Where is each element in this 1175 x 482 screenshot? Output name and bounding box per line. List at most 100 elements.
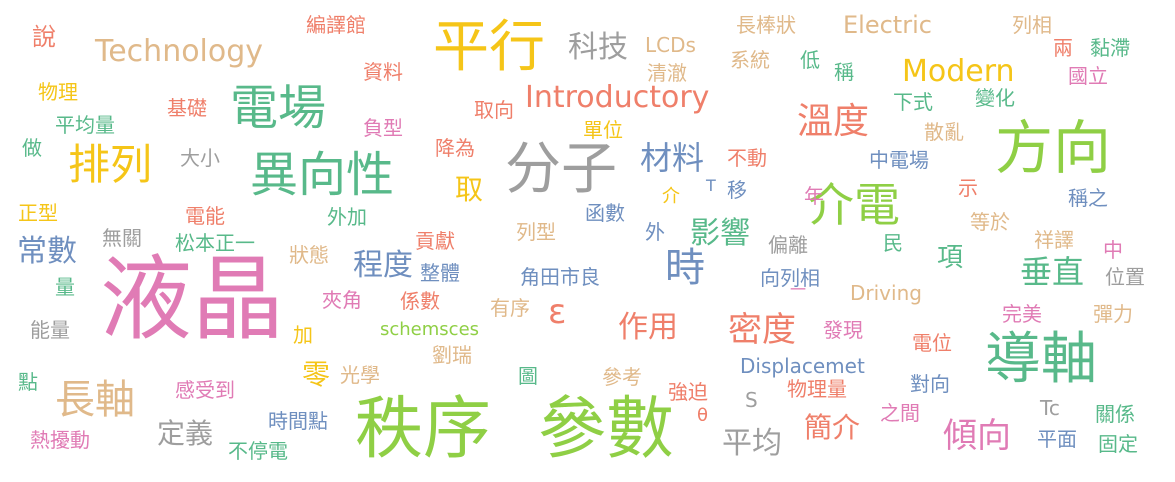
cloud-word: 列相: [1012, 13, 1052, 37]
cloud-word: 點: [18, 370, 38, 394]
cloud-word: 加: [293, 323, 313, 347]
cloud-word: LCDs: [645, 33, 696, 57]
cloud-word: 等於: [970, 210, 1010, 234]
cloud-word: 排列: [68, 140, 153, 189]
cloud-word: 移: [727, 178, 747, 202]
cloud-word: 電場: [230, 80, 327, 136]
cloud-word: 整體: [420, 261, 460, 285]
cloud-word: 平均量: [55, 113, 115, 137]
cloud-word: 低: [800, 48, 820, 72]
cloud-word: 時間點: [268, 409, 328, 433]
cloud-word: 作用: [618, 310, 678, 345]
cloud-word: 係數: [400, 289, 440, 313]
cloud-word: Displacemet: [740, 354, 865, 378]
cloud-word: 能量: [30, 318, 70, 342]
cloud-word: 傾向: [943, 416, 1011, 456]
cloud-word: 稱之: [1068, 186, 1108, 210]
cloud-word: Tc: [1040, 396, 1060, 420]
cloud-word: 固定: [1098, 432, 1138, 456]
cloud-word: 大小: [180, 146, 220, 170]
cloud-word: 圖: [518, 364, 538, 388]
cloud-word: 影響: [690, 216, 750, 251]
cloud-word: 不停電: [228, 439, 288, 463]
cloud-word: 一: [790, 280, 807, 299]
cloud-word: 時: [665, 245, 705, 291]
cloud-word: 取: [455, 173, 484, 206]
cloud-word: 平均: [722, 426, 782, 461]
cloud-word: 角田市良: [520, 265, 600, 289]
cloud-word: 松本正一: [175, 231, 255, 255]
cloud-word: 民: [883, 231, 903, 255]
cloud-word: 強迫: [668, 380, 708, 404]
cloud-word: 祥譯: [1034, 228, 1074, 252]
cloud-word: 材料: [640, 139, 705, 177]
cloud-word: 物理量: [787, 377, 847, 401]
cloud-word: 向列相: [760, 266, 820, 290]
cloud-word: Modern: [902, 54, 1015, 89]
cloud-word: 長棒狀: [736, 13, 796, 37]
cloud-word: 電位: [912, 331, 952, 355]
cloud-word: θ: [697, 405, 709, 426]
cloud-word: 零: [302, 358, 331, 391]
cloud-word: 資料: [363, 60, 403, 84]
cloud-word: 降為: [435, 136, 475, 160]
cloud-word: 科技: [568, 30, 628, 65]
cloud-word: schemsces: [380, 319, 480, 340]
cloud-word: 中電場: [869, 148, 929, 172]
cloud-word: Driving: [850, 281, 922, 305]
cloud-word: 單位: [583, 118, 623, 142]
cloud-word: 取向: [474, 98, 514, 122]
cloud-word: 說: [32, 23, 56, 51]
cloud-word: 負型: [363, 116, 403, 140]
cloud-word: 長軸: [55, 377, 135, 423]
cloud-word: 關係: [1095, 402, 1135, 426]
cloud-word: 貢獻: [415, 229, 455, 253]
cloud-word: 兩: [1053, 36, 1073, 60]
cloud-word: 熱擾動: [30, 428, 90, 452]
cloud-word: 物理: [38, 80, 78, 104]
cloud-word: 位置: [1105, 265, 1145, 289]
cloud-word: Technology: [95, 34, 264, 69]
cloud-word: 電能: [185, 204, 225, 228]
cloud-word: 編譯館: [306, 13, 366, 37]
cloud-word: 定義: [157, 417, 214, 450]
cloud-word: 列型: [516, 220, 556, 244]
cloud-word: 外: [645, 220, 665, 244]
cloud-word: 示: [958, 176, 978, 200]
cloud-word: 不動: [727, 146, 767, 170]
cloud-word: 之間: [880, 401, 920, 425]
cloud-word: 完美: [1002, 302, 1042, 326]
cloud-word: Introductory: [525, 80, 710, 115]
cloud-word: 狀態: [289, 243, 329, 267]
cloud-word: 對向: [910, 372, 950, 396]
cloud-word: 變化: [975, 86, 1015, 110]
cloud-word: 項: [937, 243, 964, 273]
cloud-word: 年: [804, 184, 824, 208]
cloud-word: 彈力: [1093, 302, 1133, 326]
cloud-word: 常數: [17, 234, 77, 269]
cloud-word: 秩序: [355, 390, 492, 469]
cloud-word: 清澈: [647, 61, 687, 85]
cloud-word: 導軸: [985, 327, 1097, 392]
cloud-word: 量: [55, 275, 75, 299]
cloud-word: 方向: [995, 114, 1112, 182]
cloud-word: 函數: [585, 201, 625, 225]
cloud-word: 有序: [490, 296, 530, 320]
cloud-word: 介: [662, 186, 680, 207]
cloud-word: 散亂: [924, 120, 964, 144]
cloud-word: 外加: [327, 205, 367, 229]
cloud-word: 感受到: [175, 378, 235, 402]
cloud-word: 光學: [340, 363, 380, 387]
cloud-word: 偏離: [768, 233, 808, 257]
cloud-word: Electric: [843, 11, 932, 39]
cloud-word: ε: [548, 292, 567, 332]
cloud-word: 中: [1103, 238, 1123, 262]
cloud-word: 異向性: [250, 147, 395, 203]
cloud-word: 程度: [353, 248, 413, 283]
cloud-word: 發現: [823, 318, 863, 342]
cloud-word: 參考: [602, 365, 642, 389]
cloud-word: 介電: [808, 178, 900, 232]
cloud-word: 簡介: [804, 411, 861, 444]
cloud-word: 垂直: [1020, 253, 1085, 291]
